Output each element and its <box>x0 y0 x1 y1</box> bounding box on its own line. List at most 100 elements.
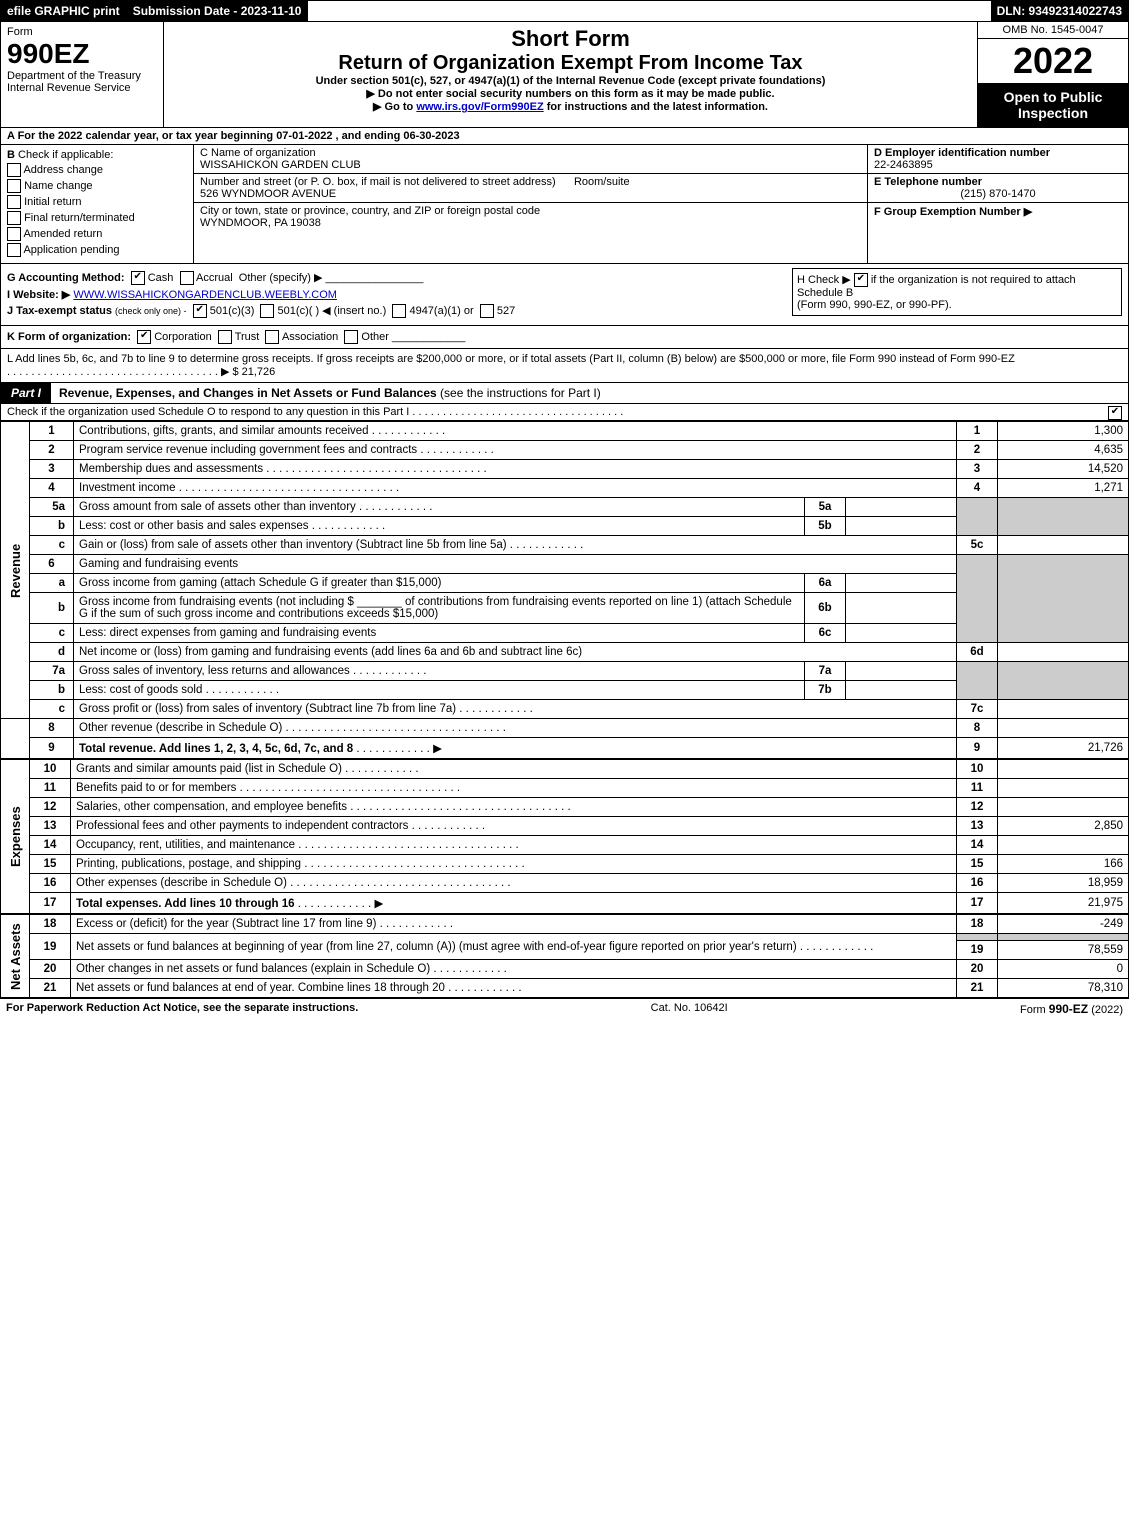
initial-return-box[interactable] <box>7 195 21 209</box>
l11-num: 11 <box>30 779 71 798</box>
netassets-vertical-label: Net Assets <box>1 915 30 998</box>
final-return-box[interactable] <box>7 211 21 225</box>
l10-rnum: 10 <box>957 760 998 779</box>
city-value: WYNDMOOR, PA 19038 <box>200 217 321 229</box>
expenses-table: Expenses 10 Grants and similar amounts p… <box>0 759 1129 914</box>
l19-desc: Net assets or fund balances at beginning… <box>71 934 957 960</box>
assoc-checkbox[interactable] <box>265 330 279 344</box>
l5-shade-val <box>998 498 1129 536</box>
other-org-label: Other <box>361 331 389 343</box>
l15-val: 166 <box>998 855 1129 874</box>
4947-checkbox[interactable] <box>392 304 406 318</box>
527-label: 527 <box>497 305 515 317</box>
l18-val: -249 <box>998 915 1129 934</box>
l5-shade <box>957 498 998 536</box>
line-6d: d Net income or (loss) from gaming and f… <box>1 643 1129 662</box>
name-change[interactable]: Name change <box>7 179 187 193</box>
initial-return[interactable]: Initial return <box>7 195 187 209</box>
l1-val: 1,300 <box>998 422 1129 441</box>
street-row: Number and street (or P. O. box, if mail… <box>194 174 867 203</box>
line-17: 17 Total expenses. Add lines 10 through … <box>1 893 1129 914</box>
addr-change[interactable]: Address change <box>7 163 187 177</box>
l20-val: 0 <box>998 960 1129 979</box>
addr-change-box[interactable] <box>7 163 21 177</box>
501c-checkbox[interactable] <box>260 304 274 318</box>
subtitle-text: Under section 501(c), 527, or 4947(a)(1)… <box>316 75 826 87</box>
line-5a: 5a Gross amount from sale of assets othe… <box>1 498 1129 517</box>
l16-val: 18,959 <box>998 874 1129 893</box>
l12-desc-text: Salaries, other compensation, and employ… <box>76 801 347 813</box>
info-block: B Check if applicable: Address change Na… <box>0 145 1129 264</box>
l19-desc-text: Net assets or fund balances at beginning… <box>76 941 797 953</box>
l7a-midval <box>846 662 957 681</box>
l5b-desc-text: Less: cost or other basis and sales expe… <box>79 520 309 532</box>
l7a-num: 7a <box>30 662 74 681</box>
name-change-box[interactable] <box>7 179 21 193</box>
part1-title: Revenue, Expenses, and Changes in Net As… <box>59 386 437 400</box>
section-h: H Check ▶ ✔ if the organization is not r… <box>792 268 1122 316</box>
line-21: 21 Net assets or fund balances at end of… <box>1 979 1129 998</box>
l9-desc-text: Total revenue. Add lines 1, 2, 3, 4, 5c,… <box>79 743 353 755</box>
527-checkbox[interactable] <box>480 304 494 318</box>
l6-desc: Gaming and fundraising events <box>74 555 957 574</box>
section-d: D Employer identification number 22-2463… <box>868 145 1128 174</box>
501c-label: 501(c)( ) ◀ (insert no.) <box>278 305 387 317</box>
footer-form-word: Form <box>1020 1004 1046 1016</box>
l5a-desc-text: Gross amount from sale of assets other t… <box>79 501 356 513</box>
tax-year: 2022 <box>978 39 1128 83</box>
line-6: 6 Gaming and fundraising events <box>1 555 1129 574</box>
l6c-mid: 6c <box>805 624 846 643</box>
l13-desc: Professional fees and other payments to … <box>71 817 957 836</box>
h-checkbox[interactable]: ✔ <box>854 273 868 287</box>
amended-return[interactable]: Amended return <box>7 227 187 241</box>
trust-checkbox[interactable] <box>218 330 232 344</box>
dln: DLN: 93492314022743 <box>991 1 1128 21</box>
l7-shade <box>957 662 998 700</box>
section-b: B Check if applicable: Address change Na… <box>1 145 194 263</box>
street-value: 526 WYNDMOOR AVENUE <box>200 188 336 200</box>
subtitle: Under section 501(c), 527, or 4947(a)(1)… <box>170 75 971 87</box>
ein-value: 22-2463895 <box>874 159 933 171</box>
amended-return-box[interactable] <box>7 227 21 241</box>
final-return[interactable]: Final return/terminated <box>7 211 187 225</box>
l5c-num: c <box>30 536 74 555</box>
instr2-post: for instructions and the latest informat… <box>544 101 768 113</box>
org-name-row: C Name of organization WISSAHICKON GARDE… <box>194 145 867 174</box>
section-e: E Telephone number (215) 870-1470 <box>868 174 1128 203</box>
part1-note: (see the instructions for Part I) <box>440 386 601 400</box>
website-link[interactable]: WWW.WISSAHICKONGARDENCLUB.WEEBLY.COM <box>73 289 337 301</box>
501c3-checkbox[interactable]: ✔ <box>193 304 207 318</box>
l7a-mid: 7a <box>805 662 846 681</box>
l5a-desc: Gross amount from sale of assets other t… <box>74 498 805 517</box>
l13-rnum: 13 <box>957 817 998 836</box>
line-5c: c Gain or (loss) from sale of assets oth… <box>1 536 1129 555</box>
l7c-desc-text: Gross profit or (loss) from sales of inv… <box>79 703 456 715</box>
l6a-num: a <box>30 574 74 593</box>
accrual-checkbox[interactable] <box>180 271 194 285</box>
part1-schedule-o-checkbox[interactable]: ✔ <box>1108 406 1122 420</box>
l-arrow: ▶ $ <box>221 366 239 378</box>
application-pending[interactable]: Application pending <box>7 243 187 257</box>
l13-val: 2,850 <box>998 817 1129 836</box>
application-pending-box[interactable] <box>7 243 21 257</box>
street-label: Number and street (or P. O. box, if mail… <box>200 176 556 188</box>
l11-desc-text: Benefits paid to or for members <box>76 782 236 794</box>
l17-val: 21,975 <box>998 893 1129 914</box>
l9-desc: Total revenue. Add lines 1, 2, 3, 4, 5c,… <box>74 738 957 759</box>
header-right: OMB No. 1545-0047 2022 Open to Public In… <box>977 22 1128 127</box>
l18-desc: Excess or (deficit) for the year (Subtra… <box>71 915 957 934</box>
l21-num: 21 <box>30 979 71 998</box>
efile-label[interactable]: efile GRAPHIC print <box>1 1 127 21</box>
l1-desc: Contributions, gifts, grants, and simila… <box>74 422 957 441</box>
l6a-desc: Gross income from gaming (attach Schedul… <box>74 574 805 593</box>
l6b-desc: Gross income from fundraising events (no… <box>74 593 805 624</box>
footer-cat: Cat. No. 10642I <box>651 1002 728 1016</box>
other-org-checkbox[interactable] <box>344 330 358 344</box>
line-12: 12 Salaries, other compensation, and emp… <box>1 798 1129 817</box>
irs-link[interactable]: www.irs.gov/Form990EZ <box>416 101 543 113</box>
l13-num: 13 <box>30 817 71 836</box>
page-footer: For Paperwork Reduction Act Notice, see … <box>0 998 1129 1019</box>
cash-checkbox[interactable]: ✔ <box>131 271 145 285</box>
footer-left: For Paperwork Reduction Act Notice, see … <box>6 1002 358 1016</box>
corp-checkbox[interactable]: ✔ <box>137 330 151 344</box>
